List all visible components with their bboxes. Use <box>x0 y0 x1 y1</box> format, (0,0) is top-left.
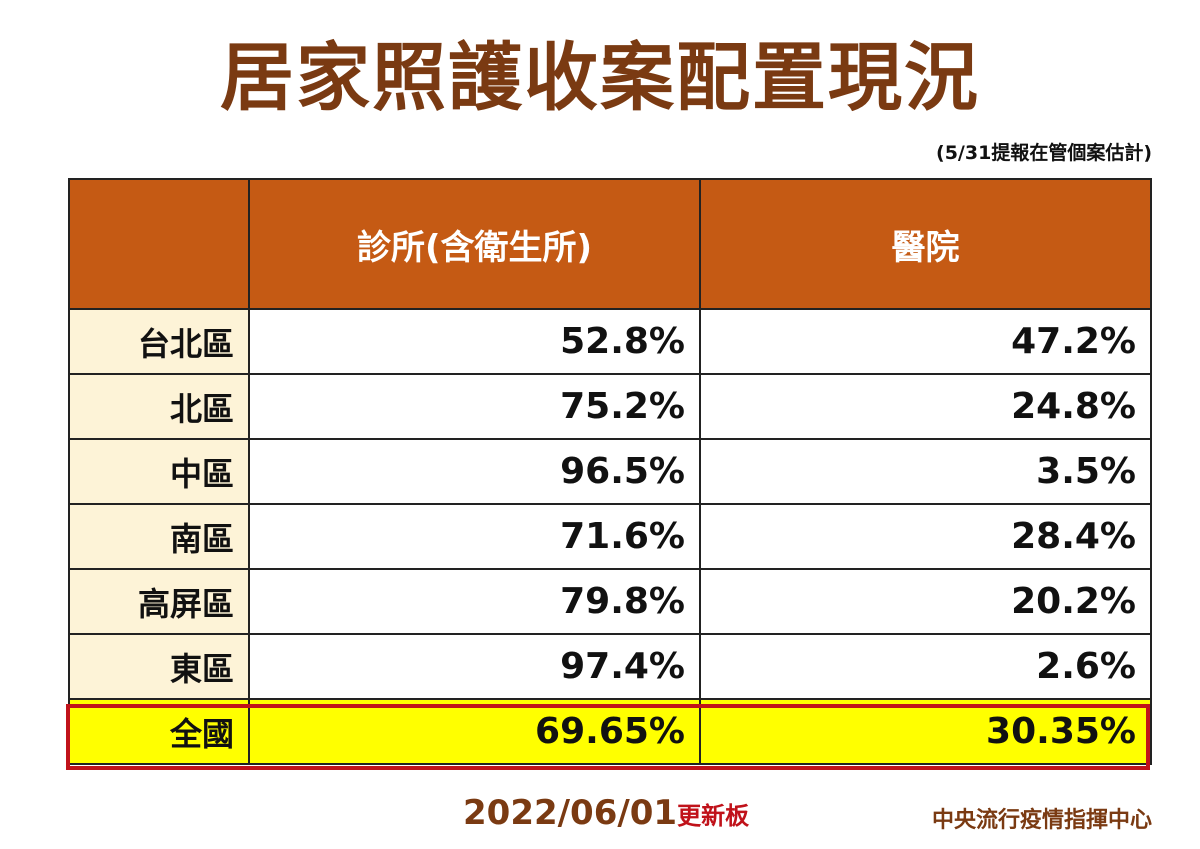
region-cell: 東區 <box>68 633 250 700</box>
header-clinic: 診所(含衛生所) <box>248 178 701 310</box>
hospital-value: 2.6% <box>699 633 1152 700</box>
update-date: 2022/06/01更新板 <box>463 793 749 833</box>
table-total-row: 全國 69.65% 30.35% <box>68 698 1152 765</box>
region-cell: 台北區 <box>68 308 250 375</box>
clinic-value: 97.4% <box>248 633 701 700</box>
region-cell: 中區 <box>68 438 250 505</box>
update-date-value: 2022/06/01 <box>463 793 678 833</box>
header-corner-cell <box>68 178 250 310</box>
update-date-suffix: 更新板 <box>677 802 750 830</box>
clinic-value: 75.2% <box>248 373 701 440</box>
total-region-cell: 全國 <box>68 698 250 765</box>
total-clinic-value: 69.65% <box>248 698 701 765</box>
hospital-value: 28.4% <box>699 503 1152 570</box>
clinic-value: 52.8% <box>248 308 701 375</box>
table-row: 北區 75.2% 24.8% <box>68 373 1152 440</box>
total-hospital-value: 30.35% <box>699 698 1152 765</box>
table-row: 台北區 52.8% 47.2% <box>68 308 1152 375</box>
table-row: 東區 97.4% 2.6% <box>68 633 1152 700</box>
table-header-row: 診所(含衛生所) 醫院 <box>68 178 1152 310</box>
region-cell: 北區 <box>68 373 250 440</box>
hospital-value: 47.2% <box>699 308 1152 375</box>
table-row: 中區 96.5% 3.5% <box>68 438 1152 505</box>
clinic-value: 79.8% <box>248 568 701 635</box>
clinic-value: 71.6% <box>248 503 701 570</box>
page-subtitle: (5/31提報在管個案估計) <box>936 142 1152 164</box>
hospital-value: 24.8% <box>699 373 1152 440</box>
region-cell: 高屏區 <box>68 568 250 635</box>
page-title: 居家照護收案配置現況 <box>220 35 980 121</box>
hospital-value: 20.2% <box>699 568 1152 635</box>
data-table: 診所(含衛生所) 醫院 台北區 52.8% 47.2% 北區 75.2% 24.… <box>68 178 1152 765</box>
table-row: 南區 71.6% 28.4% <box>68 503 1152 570</box>
organization-name: 中央流行疫情指揮中心 <box>931 808 1152 833</box>
table-row: 高屏區 79.8% 20.2% <box>68 568 1152 635</box>
clinic-value: 96.5% <box>248 438 701 505</box>
header-hospital: 醫院 <box>699 178 1152 310</box>
region-cell: 南區 <box>68 503 250 570</box>
hospital-value: 3.5% <box>699 438 1152 505</box>
